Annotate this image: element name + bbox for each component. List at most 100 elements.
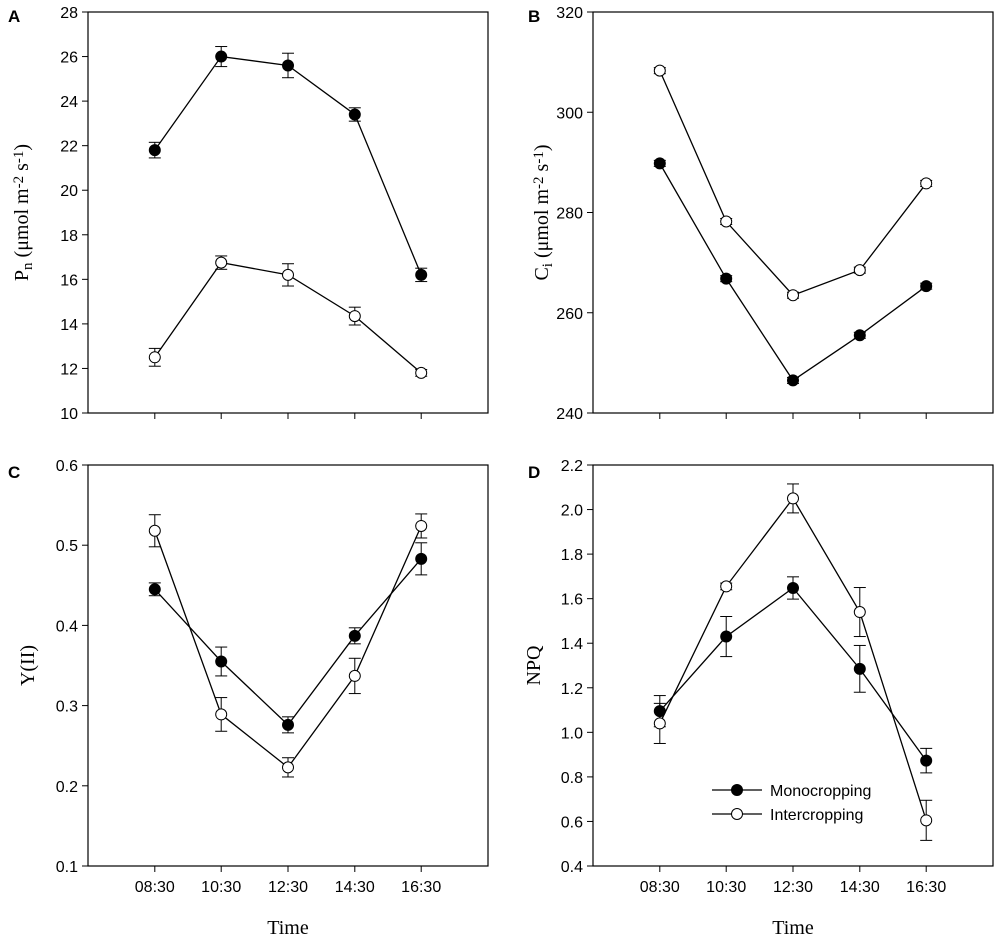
- panel-letter: A: [8, 7, 20, 26]
- x-tick-label: 12:30: [268, 879, 308, 896]
- monocropping-point: [921, 281, 932, 292]
- y-axis-title: Pn (μmol m-2 s-1): [11, 144, 36, 281]
- y-tick-label: 2.2: [561, 458, 583, 475]
- panel-d: D0.40.60.81.01.21.41.61.82.02.208:3010:3…: [523, 458, 993, 939]
- monocropping-point: [721, 273, 732, 284]
- y-tick-label: 24: [60, 94, 78, 111]
- monocropping-point: [416, 269, 427, 280]
- monocropping-line: [155, 57, 421, 275]
- panel-letter: D: [528, 463, 540, 482]
- monocropping-line: [660, 163, 926, 380]
- panel-a: A 10 12 14 16 18 20 22 24 26 28 Pn (μmol m-2 s-1): [8, 5, 488, 423]
- legend-marker: [732, 785, 743, 796]
- y-tick-label: 0.2: [56, 779, 78, 796]
- intercropping-point: [921, 815, 932, 826]
- intercropping-point: [721, 581, 732, 592]
- intercropping-line: [660, 498, 926, 820]
- monocropping-point: [416, 553, 427, 564]
- figure: A 10 12 14 16 18 20 22 24 26 28 Pn (μmol m-2 s-1) B…: [0, 0, 1000, 944]
- intercropping-point: [416, 520, 427, 531]
- x-tick-label: 14:30: [840, 879, 880, 896]
- x-tick-label: 10:30: [201, 879, 241, 896]
- intercropping-point: [216, 257, 227, 268]
- intercropping-point: [149, 525, 160, 536]
- y-tick-label: 1.4: [561, 636, 583, 653]
- intercropping-point: [788, 290, 799, 301]
- y-tick-label: 10: [60, 406, 78, 423]
- y-tick-label: 12: [60, 361, 78, 378]
- panel-letter: C: [8, 463, 20, 482]
- y-tick-label: 14: [60, 317, 78, 334]
- panel-c: C 0.1 0.2 0.3 0.4 0.5 0.6 08:30 10:30 12:30 14:30 1…: [8, 458, 488, 939]
- x-tick-label: 14:30: [335, 879, 375, 896]
- y-tick-label: 0.8: [561, 770, 583, 787]
- y-tick-label: 320: [556, 5, 583, 22]
- intercropping-point: [654, 65, 665, 76]
- x-tick-label: 08:30: [135, 879, 175, 896]
- intercropping-point: [349, 670, 360, 681]
- intercropping-point: [149, 352, 160, 363]
- monocropping-point: [283, 719, 294, 730]
- y-tick-label: 1.2: [561, 681, 583, 698]
- monocropping-point: [854, 330, 865, 341]
- y-tick-label: 1.6: [561, 592, 583, 609]
- y-axis-title: Y(II): [17, 645, 39, 686]
- y-tick-label: 0.5: [56, 538, 78, 555]
- legend-label: Monocropping: [770, 783, 871, 800]
- y-tick-label: 26: [60, 50, 78, 67]
- x-tick-label: 16:30: [906, 879, 946, 896]
- y-tick-label: 28: [60, 5, 78, 22]
- y-tick-label: 0.4: [561, 859, 583, 876]
- y-tick-label: 0.6: [561, 814, 583, 831]
- monocropping-point: [349, 109, 360, 120]
- y-tick-label: 20: [60, 183, 78, 200]
- intercropping-point: [283, 762, 294, 773]
- x-axis-title: Time: [772, 917, 814, 939]
- x-tick-label: 16:30: [401, 879, 441, 896]
- monocropping-line: [660, 588, 926, 761]
- y-tick-label: 1.8: [561, 547, 583, 564]
- intercropping-point: [349, 311, 360, 322]
- x-tick-label: 10:30: [706, 879, 746, 896]
- y-tick-label: 260: [556, 306, 583, 323]
- monocropping-point: [921, 755, 932, 766]
- monocropping-point: [149, 584, 160, 595]
- intercropping-point: [854, 265, 865, 276]
- intercropping-point: [921, 178, 932, 189]
- y-tick-label: 0.3: [56, 699, 78, 716]
- intercropping-point: [216, 709, 227, 720]
- intercropping-point: [654, 718, 665, 729]
- y-tick-label: 240: [556, 406, 583, 423]
- intercropping-point: [283, 269, 294, 280]
- intercropping-point: [788, 493, 799, 504]
- y-tick-label: 16: [60, 272, 78, 289]
- monocropping-point: [721, 631, 732, 642]
- y-tick-label: 280: [556, 206, 583, 223]
- monocropping-point: [216, 656, 227, 667]
- y-tick-label: 0.1: [56, 859, 78, 876]
- y-tick-label: 0.6: [56, 458, 78, 475]
- panel-letter: B: [528, 7, 540, 26]
- y-tick-label: 18: [60, 228, 78, 245]
- plot-frame: [593, 12, 993, 413]
- x-tick-label: 12:30: [773, 879, 813, 896]
- monocropping-point: [216, 51, 227, 62]
- y-tick-label: 300: [556, 105, 583, 122]
- legend-label: Intercropping: [770, 807, 863, 824]
- plot-frame: [88, 465, 488, 866]
- y-axis-title: NPQ: [523, 645, 545, 686]
- y-tick-label: 2.0: [561, 503, 583, 520]
- monocropping-point: [788, 375, 799, 386]
- intercropping-point: [854, 607, 865, 618]
- y-axis-title: Ci (μmol m-2 s-1): [531, 144, 556, 280]
- intercropping-line: [660, 71, 926, 296]
- y-tick-label: 0.4: [56, 618, 78, 635]
- monocropping-point: [283, 60, 294, 71]
- monocropping-point: [349, 630, 360, 641]
- y-tick-label: 22: [60, 139, 78, 156]
- y-tick-label: 1.0: [561, 725, 583, 742]
- monocropping-point: [654, 158, 665, 169]
- intercropping-point: [721, 216, 732, 227]
- panel-b: B 240 260 280 300 320 Ci (μmol m-2 s-1): [528, 5, 993, 423]
- monocropping-point: [854, 663, 865, 674]
